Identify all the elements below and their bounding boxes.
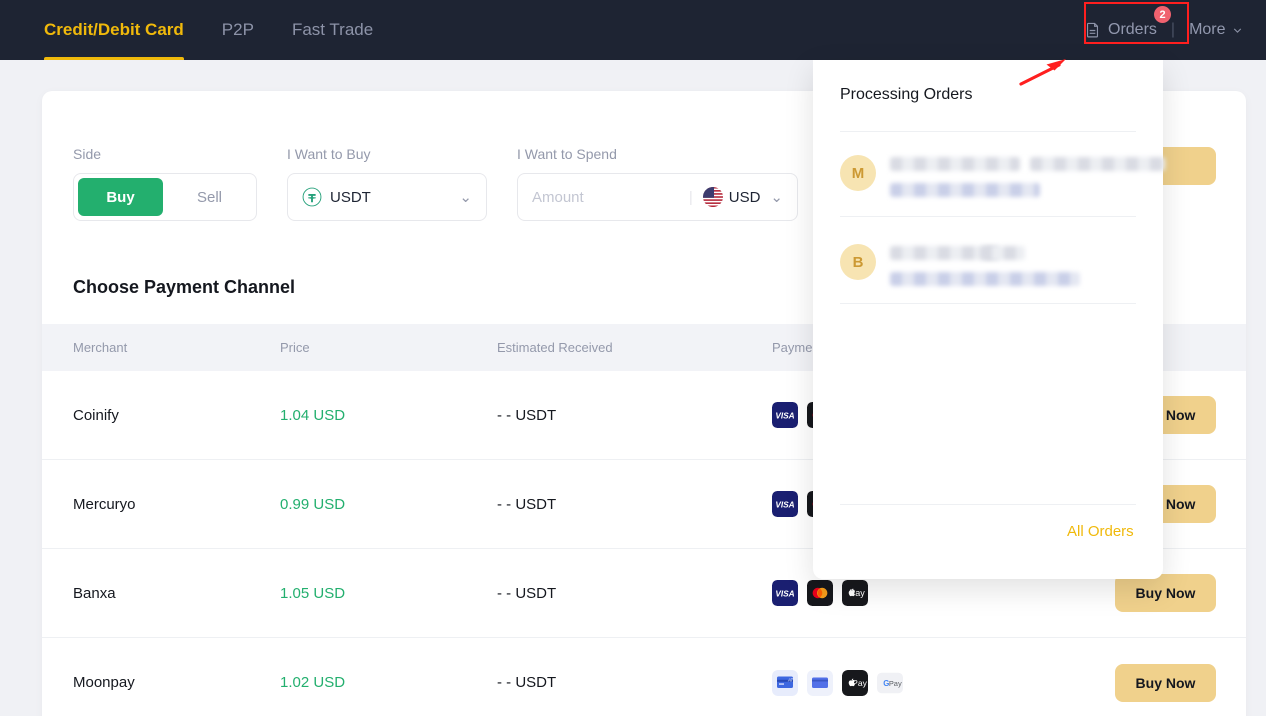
svg-text:Pay: Pay [852,678,867,688]
svg-text:Pay: Pay [889,678,902,687]
svg-text:VISA: VISA [775,411,794,421]
svg-text:AT: AT [787,677,794,682]
svg-text:VISA: VISA [775,500,794,510]
svg-text:VISA: VISA [775,589,794,599]
